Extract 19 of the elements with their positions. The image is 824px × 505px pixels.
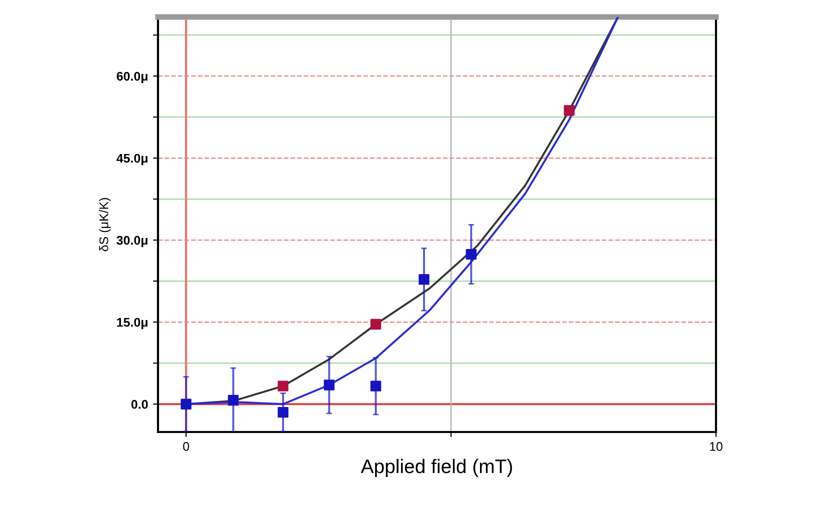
point <box>278 380 288 392</box>
y-tick-label: 15.0μ <box>117 318 148 330</box>
point <box>418 274 430 285</box>
point <box>370 380 382 392</box>
x-axis-title: Applied field (mT) <box>360 458 512 478</box>
y-axis-title: δS (μK/K) <box>99 198 111 252</box>
point <box>564 105 575 116</box>
point <box>278 406 288 418</box>
x-tick-label: 0 <box>183 442 190 451</box>
y-tick-label: 45.0μ <box>116 154 148 166</box>
x-tick-label: 10 <box>710 442 722 451</box>
y-tick-label: 0.0 <box>131 400 148 409</box>
y-tick-label: 60.0μ <box>116 72 148 84</box>
point <box>324 380 335 390</box>
y-tick-label: 30.0μ <box>116 236 148 248</box>
point <box>228 394 239 406</box>
point <box>180 398 192 410</box>
point <box>466 248 477 260</box>
point <box>370 318 382 330</box>
